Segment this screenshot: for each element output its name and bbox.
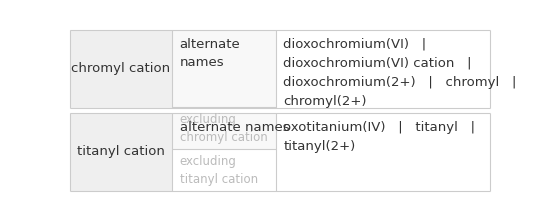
Text: alternate names: alternate names [180,121,289,134]
Bar [69,29,172,107]
Text: excluding
chromyl cation: excluding chromyl cation [180,113,268,145]
Bar [172,113,276,149]
Text: dioxochromium(VI)   |
dioxochromium(VI) cation   |
dioxochromium(2+)   |   chrom: dioxochromium(VI) | dioxochromium(VI) ca… [283,38,517,108]
Text: chromyl cation: chromyl cation [71,62,170,75]
Text: titanyl cation: titanyl cation [77,145,165,158]
Bar [172,29,276,107]
Text: oxotitanium(IV)   |   titanyl   |
titanyl(2+): oxotitanium(IV) | titanyl | titanyl(2+) [283,121,475,153]
Text: alternate
names: alternate names [180,38,240,69]
Bar [69,113,172,191]
Text: excluding
titanyl cation: excluding titanyl cation [180,155,258,186]
